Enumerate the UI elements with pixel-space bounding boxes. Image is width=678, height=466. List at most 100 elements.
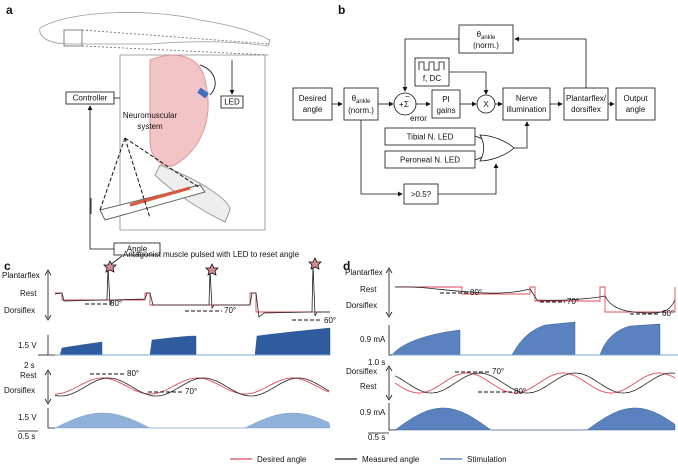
sum-sigma: Σ: [404, 100, 409, 109]
panel-b-shape: [360, 120, 403, 197]
sum-plus: +: [399, 100, 404, 109]
panel-c-shape: [47, 408, 55, 429]
panel-b-shape: [514, 36, 587, 88]
panel-c: c Antagonist muscle pulsed with LED to r…: [2, 250, 336, 441]
system-label: system: [137, 122, 163, 131]
symbol: θ: [352, 94, 357, 103]
panel-b-shape: [292, 87, 333, 121]
stim-scale: 0.9 mA: [360, 408, 386, 417]
panel-c-shape: [109, 255, 123, 266]
panel-d-shape: [385, 365, 393, 401]
panel-c-shape: [308, 257, 322, 270]
block-label: Nerve: [516, 94, 538, 103]
block-label: PI: [442, 95, 450, 104]
panel-c-shape: [54, 377, 330, 397]
symbol: θ: [477, 30, 482, 39]
block-label: illumination: [506, 105, 546, 114]
axis-label: Plantarflex: [345, 268, 383, 277]
panel-b: b Desired angle θankle (norm.) + Σ − err…: [292, 3, 656, 205]
panel-b-shape: [502, 87, 551, 121]
angle-label: 70°: [492, 367, 504, 376]
panel-b-shape: [418, 61, 445, 71]
panel-a-shape: [197, 87, 209, 99]
block-label: (norm.): [348, 106, 374, 115]
angle-label: 60°: [324, 316, 336, 325]
panel-d-shape: [394, 372, 676, 394]
panel-d-shape: [395, 286, 676, 313]
angle-label: 80°: [127, 369, 139, 378]
angle-label: 80°: [514, 387, 526, 396]
panel-a-shape: [129, 186, 191, 207]
block-label: >0.5?: [411, 190, 432, 199]
panel-d-shape: [394, 372, 676, 394]
axis-label: Rest: [360, 382, 377, 391]
axis-label: Dorsiflex: [346, 367, 377, 376]
panel-a-shape: [149, 54, 209, 167]
panel-d-shape: [391, 321, 661, 356]
panel-d-shape: [388, 325, 396, 356]
time-scale: 1.0 s: [368, 358, 385, 367]
panel-b-shape: [438, 163, 499, 195]
axis-label: Rest: [360, 285, 377, 294]
panel-c-shape: [205, 263, 219, 276]
panel-d: d Plantarflex Rest Dorsiflex 80° 70° 60°…: [343, 259, 678, 442]
panel-c-shape: [54, 263, 330, 318]
panel-a-shape: [99, 137, 201, 219]
panel-label: a: [6, 3, 13, 17]
block-label: Output: [623, 94, 648, 103]
time-scale: 0.5 s: [368, 433, 385, 442]
block-label: θankle: [477, 30, 496, 41]
axis-label: Plantarflex: [2, 271, 40, 280]
subscript: ankle: [356, 99, 371, 105]
controller-label: Controller: [73, 94, 108, 103]
axis-label: Dorsiflex: [4, 306, 35, 315]
panel-d-shape: [394, 407, 676, 431]
panel-a-shape: [99, 184, 206, 221]
legend-label: Desired angle: [257, 455, 307, 464]
panel-a-shape: [39, 12, 271, 47]
axis-label: Dorsiflex: [346, 301, 377, 310]
panel-b-shape: [563, 87, 609, 121]
block-label: Plantarflex/: [566, 94, 607, 103]
stim-scale: 0.9 mA: [360, 335, 386, 344]
panel-label: d: [343, 259, 350, 273]
subscript: ankle: [481, 35, 496, 41]
block-label: f, DC: [423, 74, 441, 83]
block-label: Tibial N. LED: [407, 133, 454, 142]
angle-label: 80°: [470, 288, 482, 297]
axis-label: Rest: [20, 289, 37, 298]
panel-c-shape: [54, 412, 331, 429]
time-scale: 2 s: [24, 361, 35, 370]
system-label: Neuromuscular: [123, 111, 178, 120]
angle-label: 80°: [110, 299, 122, 308]
panel-a-shape: [89, 240, 114, 250]
angle-label: Angle: [127, 245, 148, 254]
panel-c-shape: [47, 335, 55, 356]
block-label: angle: [626, 105, 646, 114]
panel-a: a Controller Neuromuscular system LED An…: [6, 3, 271, 256]
time-scale: 0.5 s: [18, 432, 35, 441]
block-label: gains: [436, 106, 455, 115]
legend-label: Measured angle: [362, 455, 420, 464]
block-label: (norm.): [473, 41, 499, 50]
axis-label: Rest: [20, 371, 37, 380]
panel-b-shape: [514, 121, 530, 149]
block-label: Peroneal N. LED: [400, 156, 460, 165]
panel-a-shape: [199, 64, 216, 96]
panel-d-shape: [388, 403, 396, 431]
axis-label: Dorsiflex: [4, 386, 35, 395]
panel-d-shape: [394, 286, 676, 314]
block-label: angle: [303, 105, 323, 114]
legend-label: Stimulation: [467, 455, 507, 464]
error-label: error: [410, 114, 427, 123]
block-label: θankle: [352, 94, 371, 105]
panel-d-shape: [385, 267, 393, 318]
panel-a-shape: [119, 54, 266, 231]
angle-label: 70°: [567, 297, 579, 306]
panel-a-shape: [220, 95, 244, 109]
angle-label: 60°: [662, 309, 674, 318]
sum-minus: −: [405, 92, 410, 101]
